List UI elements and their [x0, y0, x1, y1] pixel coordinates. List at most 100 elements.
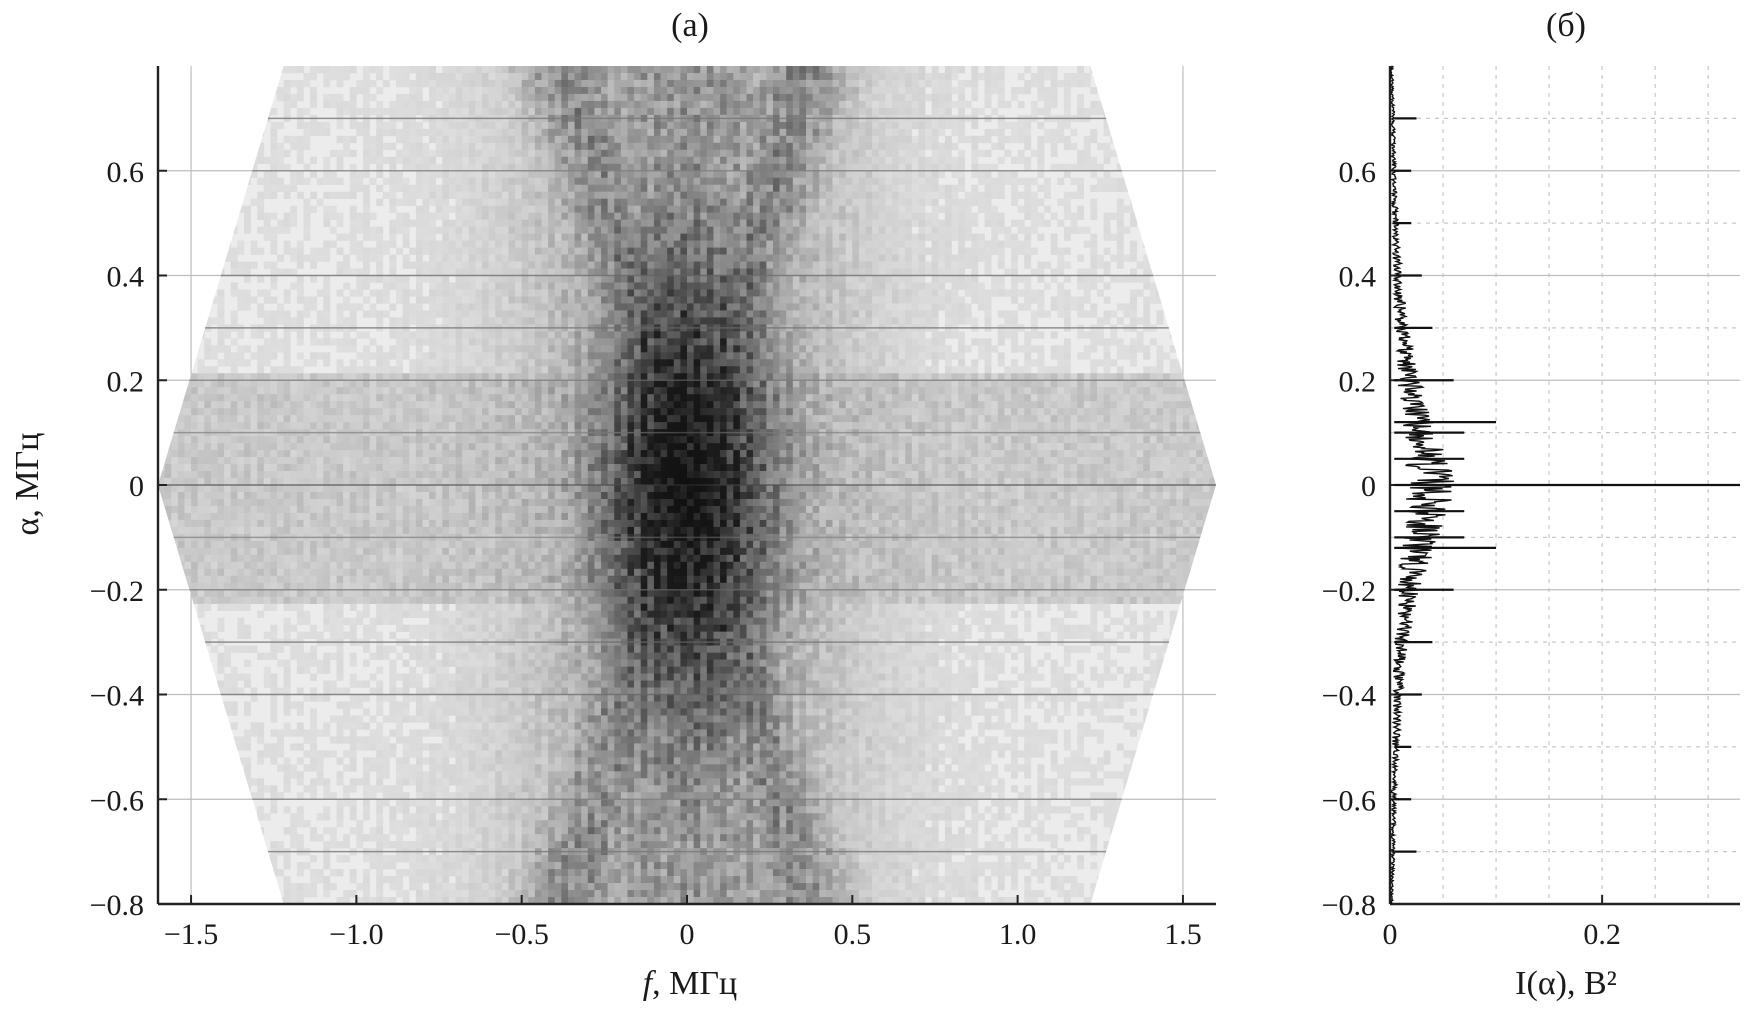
- heatmap-cell: [706, 86, 714, 95]
- heatmap-cell: [898, 317, 906, 325]
- heatmap-cell: [627, 149, 635, 158]
- heatmap-cell: [713, 128, 721, 137]
- heatmap-cell: [1030, 107, 1038, 116]
- heatmap-cell: [1024, 240, 1032, 248]
- heatmap-cell: [984, 135, 992, 144]
- heatmap-cell: [442, 191, 450, 199]
- heatmap-cell: [865, 170, 873, 179]
- heatmap-cell: [548, 282, 556, 290]
- heatmap-cell: [1044, 205, 1051, 213]
- heatmap-cell: [488, 177, 496, 186]
- heatmap-cell: [501, 338, 509, 346]
- heatmap-cell: [257, 198, 265, 206]
- heatmap-cell: [832, 93, 840, 102]
- heatmap-cell: [197, 107, 205, 116]
- heatmap-cell: [1189, 310, 1197, 318]
- heatmap-cell: [184, 79, 192, 88]
- heatmap-cell: [832, 268, 840, 276]
- heatmap-cell: [541, 107, 549, 116]
- heatmap-cell: [772, 142, 780, 151]
- heatmap-cell: [1156, 212, 1164, 220]
- heatmap-cell: [1156, 86, 1164, 95]
- heatmap-cell: [753, 142, 761, 151]
- heatmap-cell: [177, 226, 185, 234]
- heatmap-cell: [898, 191, 906, 199]
- heatmap-cell: [938, 240, 946, 248]
- heatmap-cell: [508, 275, 516, 283]
- heatmap-cell: [1004, 289, 1012, 297]
- heatmap-cell: [528, 247, 536, 255]
- heatmap-cell: [521, 100, 529, 109]
- heatmap-cell: [501, 100, 509, 109]
- heatmap-cell: [891, 205, 899, 213]
- heatmap-cell: [316, 247, 324, 255]
- heatmap-cell: [878, 149, 886, 158]
- heatmap-cell: [687, 142, 694, 151]
- heatmap-cell: [958, 261, 966, 269]
- heatmap-cell: [779, 282, 787, 290]
- heatmap-cell: [971, 121, 979, 130]
- heatmap-cell: [495, 254, 503, 262]
- heatmap-cell: [581, 177, 589, 186]
- heatmap-cell: [534, 107, 542, 116]
- heatmap-cell: [1116, 226, 1124, 234]
- heatmap-cell: [1149, 79, 1157, 88]
- heatmap-cell: [1110, 100, 1118, 109]
- heatmap-cell: [660, 66, 668, 74]
- heatmap-cell: [878, 226, 886, 234]
- heatmap-cell: [753, 149, 761, 158]
- heatmap-cell: [1011, 128, 1018, 137]
- heatmap-cell: [409, 163, 417, 172]
- heatmap-cell: [938, 338, 946, 346]
- heatmap-cell: [905, 240, 913, 248]
- heatmap-cell: [680, 72, 688, 81]
- heatmap-cell: [521, 296, 529, 304]
- heatmap-cell: [938, 93, 946, 102]
- heatmap-cell: [1209, 282, 1216, 290]
- heatmap-cell: [1070, 128, 1078, 137]
- heatmap-cell: [283, 184, 291, 192]
- heatmap-cell: [329, 226, 337, 234]
- heatmap-cell: [1156, 205, 1164, 213]
- heatmap-cell: [409, 219, 417, 227]
- heatmap-cell: [362, 93, 370, 102]
- heatmap-cell: [779, 198, 787, 206]
- heatmap-cell: [230, 79, 238, 88]
- heatmap-cell: [429, 177, 437, 186]
- heatmap-cell: [997, 93, 1005, 102]
- heatmap-cell: [587, 233, 595, 241]
- heatmap-cell: [1024, 198, 1032, 206]
- heatmap-cell: [1090, 107, 1098, 116]
- heatmap-cell: [845, 268, 853, 276]
- heatmap-cell: [402, 226, 410, 234]
- heatmap-cell: [885, 282, 893, 290]
- heatmap-cell: [779, 170, 787, 179]
- heatmap-cell: [468, 184, 476, 192]
- heatmap-cell: [911, 163, 919, 172]
- heatmap-cell: [786, 121, 794, 130]
- heatmap-cell: [316, 289, 324, 297]
- heatmap-cell: [567, 226, 575, 234]
- heatmap-cell: [925, 128, 932, 137]
- heatmap-cell: [528, 219, 536, 227]
- heatmap-cell: [1163, 135, 1171, 144]
- heatmap-cell: [938, 205, 946, 213]
- heatmap-cell: [925, 191, 932, 199]
- heatmap-cell: [574, 205, 582, 213]
- heatmap-cell: [369, 66, 377, 74]
- heatmap-cell: [534, 240, 542, 248]
- heatmap-cell: [1037, 198, 1045, 206]
- heatmap-cell: [191, 289, 198, 297]
- heatmap-cell: [587, 156, 595, 165]
- heatmap-cell: [455, 261, 463, 269]
- heatmap-cell: [316, 317, 324, 325]
- heatmap-cell: [687, 72, 694, 81]
- heatmap-cell: [263, 177, 271, 186]
- heatmap-cell: [799, 184, 807, 192]
- heatmap-cell: [872, 121, 880, 130]
- heatmap-cell: [336, 149, 344, 158]
- heatmap-cell: [501, 121, 509, 130]
- heatmap-cell: [402, 79, 410, 88]
- heatmap-cell: [429, 226, 437, 234]
- heatmap-cell: [1083, 156, 1091, 165]
